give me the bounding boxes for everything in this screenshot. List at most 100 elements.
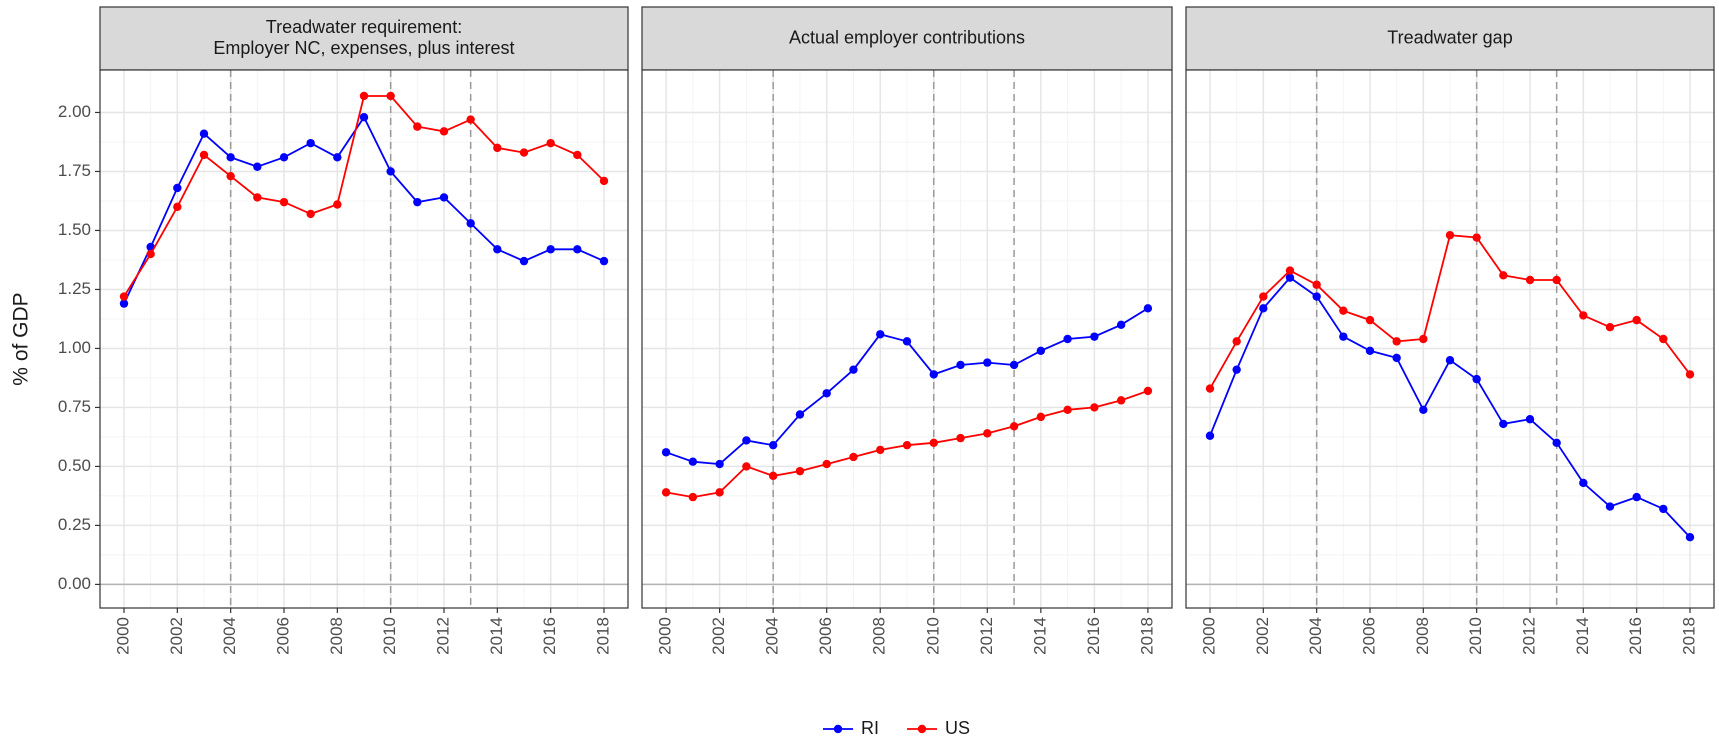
data-point (983, 429, 992, 438)
facet-title: Employer NC, expenses, plus interest (213, 38, 514, 58)
x-tick-label: 2004 (763, 617, 782, 655)
data-point (1312, 280, 1321, 289)
data-point (795, 410, 805, 419)
data-point (956, 360, 965, 370)
data-point (493, 143, 502, 153)
data-point (1659, 504, 1668, 514)
x-tick-label: 2014 (1030, 617, 1049, 655)
data-point (386, 167, 395, 176)
data-point (1365, 346, 1375, 355)
data-point (1445, 230, 1455, 240)
data-point (279, 197, 289, 207)
y-tick-label: 0.50 (58, 456, 91, 475)
data-point (439, 127, 449, 136)
data-point (1009, 360, 1019, 370)
data-point (199, 150, 209, 160)
facet-strip (641, 6, 1173, 71)
data-point (1205, 384, 1215, 393)
data-point (1419, 334, 1428, 344)
data-point (199, 129, 209, 138)
data-point (1259, 304, 1268, 313)
data-point (1143, 304, 1153, 313)
facet-title: Actual employer contributions (789, 27, 1025, 47)
data-point (173, 183, 182, 193)
data-point (359, 112, 369, 122)
data-point (519, 148, 529, 157)
data-point (1579, 478, 1588, 488)
data-point (1232, 365, 1241, 374)
data-point (1685, 370, 1695, 379)
facet-title: Treadwater requirement: (266, 17, 462, 37)
data-point (1285, 273, 1295, 282)
data-point (1116, 320, 1126, 330)
data-point (226, 171, 235, 181)
data-point (1339, 332, 1348, 341)
data-point (1339, 306, 1348, 315)
data-point (688, 457, 698, 466)
data-point (1143, 386, 1153, 396)
data-point (1445, 356, 1455, 365)
data-point (413, 197, 422, 207)
x-tick-label: 2006 (273, 617, 292, 655)
x-tick-label: 2018 (1679, 617, 1698, 655)
x-tick-label: 2000 (113, 617, 132, 655)
facet-strip (99, 6, 629, 71)
data-point (359, 91, 369, 101)
x-tick-label: 2012 (433, 617, 452, 655)
x-tick-label: 2006 (816, 617, 835, 655)
y-tick-label: 0.75 (58, 397, 91, 416)
data-point (146, 249, 155, 259)
x-tick-label: 2018 (1137, 617, 1156, 655)
y-tick-label: 1.75 (58, 161, 91, 180)
data-point (1312, 292, 1321, 301)
data-point (849, 365, 858, 374)
data-point (546, 138, 555, 148)
data-point (1499, 271, 1508, 280)
data-point (599, 256, 609, 266)
data-point (822, 389, 831, 398)
data-point (1116, 396, 1126, 405)
x-tick-label: 2012 (977, 617, 996, 655)
data-point (742, 462, 751, 471)
panel-border (99, 69, 629, 609)
data-point (1036, 346, 1046, 355)
x-tick-label: 2010 (923, 617, 942, 655)
data-point (1632, 315, 1641, 325)
data-point (1525, 415, 1535, 424)
data-point (1285, 266, 1295, 275)
x-tick-label: 2008 (1413, 617, 1432, 655)
data-point (386, 91, 395, 101)
x-tick-label: 2018 (593, 617, 612, 655)
data-point (226, 153, 235, 162)
x-tick-label: 2010 (1466, 617, 1485, 655)
data-point (1392, 337, 1401, 346)
data-point (413, 122, 422, 131)
data-point (956, 433, 965, 443)
legend-swatch (833, 724, 843, 734)
data-point (466, 115, 475, 124)
x-tick-label: 2008 (870, 617, 889, 655)
x-tick-label: 2008 (327, 617, 346, 655)
data-point (546, 245, 555, 254)
data-point (1472, 374, 1481, 384)
data-point (466, 219, 475, 228)
legend-label: US (945, 718, 970, 738)
x-tick-label: 2006 (1359, 617, 1378, 655)
data-point (173, 202, 182, 212)
data-point (1552, 275, 1561, 285)
data-point (1232, 337, 1241, 346)
y-tick-label: 2.00 (58, 102, 91, 121)
y-tick-label: 0.25 (58, 515, 91, 534)
data-point (768, 471, 778, 481)
x-tick-label: 2002 (709, 617, 728, 655)
data-point (573, 245, 582, 254)
y-tick-label: 1.00 (58, 338, 91, 357)
data-point (519, 256, 529, 266)
data-point (493, 245, 502, 254)
legend-label: RI (861, 718, 879, 738)
data-point (876, 330, 885, 339)
data-point (119, 292, 129, 301)
data-point (983, 358, 992, 367)
x-tick-label: 2016 (540, 617, 559, 655)
